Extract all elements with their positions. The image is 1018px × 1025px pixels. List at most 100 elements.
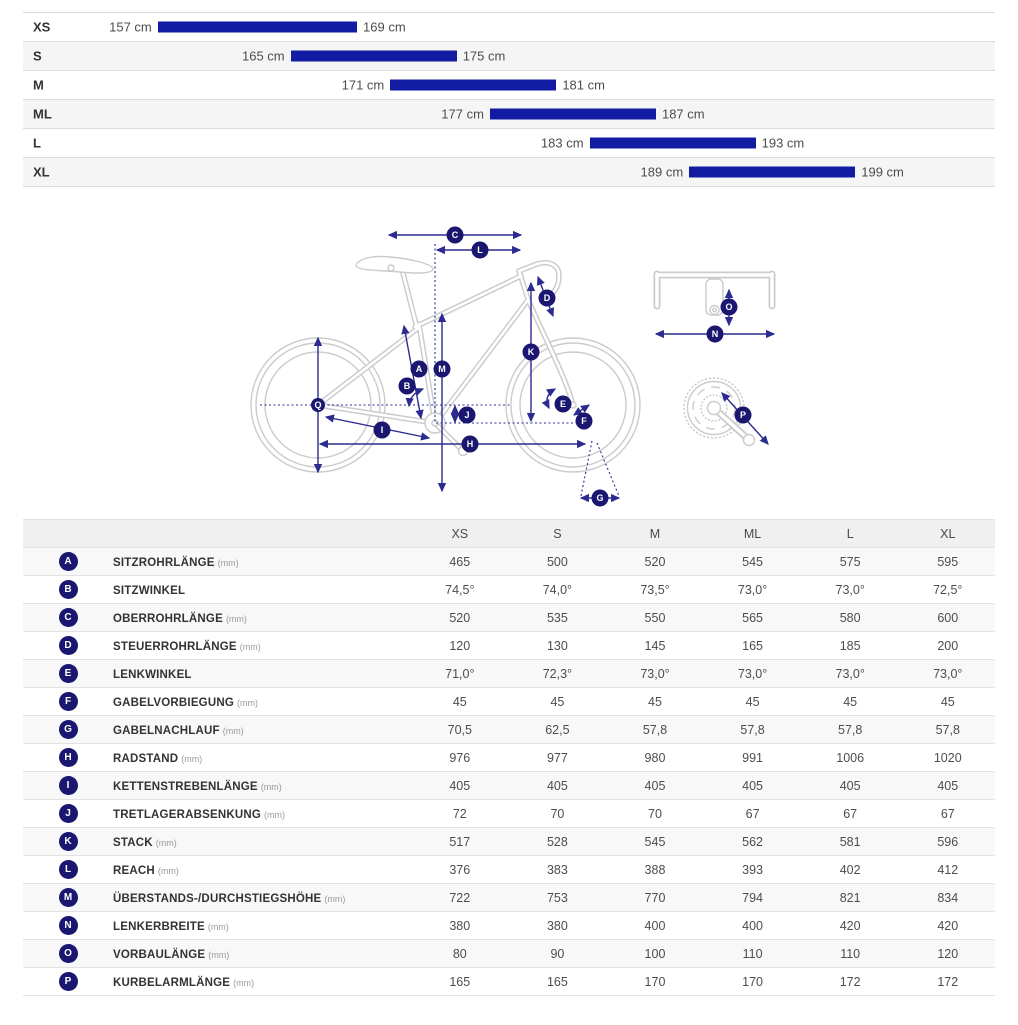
row-label: REACH [113,864,155,877]
col-header-ml: ML [743,526,762,541]
cell-value: 535 [546,610,568,625]
max-height-label: 181 cm [562,77,605,93]
cell-value: 73,0° [737,666,768,681]
height-range-bar [589,137,756,149]
table-row: O VORBAULÄNGE (mm) 80 90 100 110 110 120 [23,940,995,968]
cell-value: 185 [839,638,861,653]
cell-value: 45 [940,694,955,709]
size-label: XL [33,164,50,180]
marker-badge-i: I [373,421,391,439]
row-unit: (mm) [237,697,258,708]
size-chart: XS 157 cm 169 cm S 165 cm 175 cm M 171 c… [23,12,995,187]
min-height-label: 157 cm [109,19,152,35]
row-label: SITZWINKEL [113,584,186,597]
cell-value: 73,5° [640,582,670,597]
cell-value: 71,0° [445,666,475,681]
table-row: K STACK (mm) 517 528 545 562 581 596 [23,828,995,856]
cell-value: 722 [449,890,471,905]
col-header-s: S [553,526,562,541]
geometry-table: XS S M ML L XL A SITZROHRLÄNGE (mm) 465 50… [23,519,995,996]
size-row: ML 177 cm 187 cm [23,100,995,129]
marker-badge-k: K [522,343,540,361]
marker-badge-n: N [706,325,724,343]
cell-value: 550 [644,610,666,625]
row-values: 71,0° 72,3° 73,0° 73,0° 73,0° 73,0° [411,667,997,681]
size-row: XS 157 cm 169 cm [23,13,995,42]
row-unit: (mm) [233,977,255,988]
row-marker-badge: A [58,552,78,571]
height-range-bar [489,108,656,120]
max-height-label: 187 cm [661,106,705,122]
row-unit: (mm) [208,949,230,960]
cell-value: 388 [644,862,666,877]
frame-tubes [315,260,576,426]
svg-text:E: E [560,399,566,409]
table-row: C OBERROHRLÄNGE (mm) 520 535 550 565 580 600 [23,604,995,632]
cell-value: 380 [449,918,471,933]
cell-value: 545 [644,834,666,849]
cell-value: 57,8 [935,722,960,737]
size-label: ML [33,106,52,122]
svg-text:I: I [381,425,384,435]
row-unit: (mm) [260,781,282,792]
cell-value: 977 [546,750,568,765]
cell-value: 74,0° [542,582,573,597]
row-marker-badge: E [58,664,78,683]
cell-value: 405 [546,778,568,793]
row-marker-badge: I [58,776,78,795]
row-marker-badge: F [58,692,78,711]
cell-value: 80 [452,946,467,961]
cell-value: 120 [449,638,471,653]
construction-lines [260,244,620,497]
marker-badge-c: C [446,226,464,244]
cell-value: 420 [839,918,861,933]
row-label: VORBAULÄNGE [113,948,206,961]
cell-value: 595 [937,554,959,569]
row-values: 722 753 770 794 821 834 [411,891,997,905]
cell-value: 172 [839,974,861,989]
row-label: GABELNACHLAUF [113,724,220,737]
svg-text:H: H [467,439,474,449]
row-unit: (mm) [217,557,239,568]
cell-value: 200 [937,638,959,653]
cell-value: 393 [742,862,763,877]
cell-value: 1006 [836,750,865,765]
min-height-label: 189 cm [640,164,684,180]
cell-value: 753 [546,890,568,905]
marker-badge-g: G [591,489,609,507]
cell-value: 405 [742,778,763,793]
svg-text:F: F [581,416,587,426]
size-row: M 171 cm 181 cm [23,71,995,100]
table-row: H RADSTAND (mm) 976 977 980 991 1006 1020 [23,744,995,772]
row-label: KETTENSTREBENLÄNGE [113,780,258,793]
marker-badge-a: A [410,360,428,378]
height-range-bar [689,166,856,178]
cell-value: 405 [449,778,471,793]
svg-text:J: J [464,410,469,420]
size-label: S [33,48,42,64]
cell-value: 145 [644,638,666,653]
cell-value: 376 [449,862,471,877]
cell-value: 70,5 [447,722,472,737]
cell-value: 517 [449,834,471,849]
row-label: ÜBERSTANDS-/DURCHSTIEGSHÖHE [113,892,322,905]
marker-badges: A B C D E F G H I J K L M N O P Q [311,226,752,507]
cell-value: 70 [550,806,565,821]
cell-value: 528 [546,834,568,849]
max-height-label: 193 cm [761,135,805,151]
svg-text:D: D [544,293,551,303]
row-marker-badge: C [58,608,78,627]
page-root: { "colors":{"bar_blue":"#121CA3","badge_… [0,12,1018,1025]
row-marker-badge: H [58,748,78,767]
cell-value: 405 [644,778,666,793]
height-range-bar [290,50,457,62]
svg-text:L: L [477,245,483,255]
cell-value: 67 [843,806,858,821]
row-marker-badge: J [58,804,78,823]
row-values: 465 500 520 545 575 595 [411,555,997,569]
max-height-label: 169 cm [363,19,406,35]
cell-value: 1020 [933,750,962,765]
svg-text:C: C [452,230,459,240]
row-label: STEUERROHRLÄNGE [113,640,237,653]
bike-drawing [250,255,776,473]
